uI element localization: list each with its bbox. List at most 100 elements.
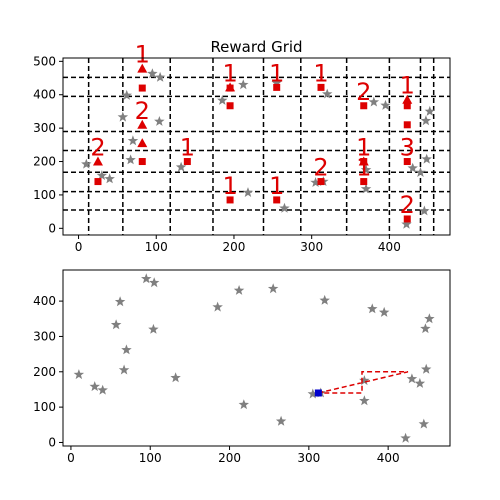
reward-grid-star-marker: [127, 135, 139, 146]
agent-path-star-marker: [267, 283, 279, 294]
reward-square-marker: [403, 102, 411, 110]
reward-grid-plot-area: [63, 58, 450, 235]
reward-grid-axes-frame: [62, 57, 451, 236]
reward-grid-x-tick-label: 0: [75, 240, 83, 254]
reward-square-marker: [403, 158, 411, 166]
agent-path-x-tick-label: 0: [67, 451, 75, 465]
reward-grid-y-tick-label: 300: [33, 121, 56, 135]
agent-marker: [314, 389, 322, 397]
agent-path-star-marker: [89, 381, 100, 392]
reward-grid-x-tick-label: 200: [223, 240, 246, 254]
reward-grid-ticks: 0 100 200 300 400 0 100 200 300 400 500: [33, 54, 401, 254]
agent-path-star-marker: [378, 306, 390, 317]
agent-path-star-marker: [359, 375, 370, 386]
agent-path-panel: 0 100 200 300 400 0 100 200 300 400: [33, 269, 451, 465]
reward-square-marker: [138, 158, 146, 166]
agent-path-star-marker: [406, 373, 418, 384]
reward-square-marker: [183, 158, 191, 166]
agent-path-star-marker: [359, 395, 370, 406]
reward-grid-y-tick-label: 400: [33, 88, 56, 102]
reward-grid-star-marker: [424, 105, 435, 116]
reward-square-marker: [226, 102, 234, 110]
reward-square-marker: [273, 83, 281, 91]
reward-grid-star-marker: [419, 205, 430, 216]
agent-path-star-marker: [421, 363, 432, 374]
agent-path-y-tick-label: 400: [33, 294, 56, 308]
agent-path-star-marker: [307, 388, 318, 399]
agent-path-star-marker: [367, 303, 378, 314]
agent-path-star-marker: [148, 323, 159, 334]
agent-path-x-tick-label: 100: [139, 451, 162, 465]
reward-grid-star-marker: [104, 173, 115, 184]
agent-path-star-marker: [275, 415, 287, 426]
agent-path-star-marker: [418, 418, 430, 429]
reward-grid-lines: [63, 58, 450, 235]
agent-path-line: [318, 371, 409, 394]
agent-path-y-tick-label: 200: [33, 365, 56, 379]
reward-grid-star-marker: [380, 99, 391, 110]
reward-grid-star-marker: [310, 177, 321, 187]
reward-triangle-marker: [225, 82, 236, 92]
reward-grid-star-marker: [407, 162, 418, 173]
agent-path-axes-frame: [62, 269, 451, 447]
reward-grid-star-marker: [421, 153, 432, 164]
agent-path-star-marker: [212, 301, 223, 312]
agent-path-x-tick-label: 200: [218, 451, 241, 465]
agent-path-y-tick-label: 300: [33, 329, 56, 343]
agent-path-star-marker: [97, 384, 108, 395]
agent-path-ticks: 0 100 200 300 400 0 100 200 300 400: [33, 294, 400, 465]
reward-grid-star-marker: [420, 115, 432, 126]
reward-value-label: 2: [90, 134, 105, 162]
reward-square-marker: [360, 178, 368, 186]
reward-grid-y-tick-label: 200: [33, 155, 56, 169]
agent-path-x-tick-label: 300: [297, 451, 320, 465]
agent-path-star-marker: [424, 313, 435, 324]
reward-value-label: 1: [180, 134, 195, 162]
reward-value-label: 1: [400, 72, 415, 100]
reward-value-label: 1: [356, 154, 371, 182]
reward-value-label: 1: [269, 172, 284, 200]
reward-square-marker: [94, 178, 102, 186]
reward-grid-star-marker: [360, 183, 372, 194]
reward-triangle-marker: [137, 63, 148, 73]
reward-grid-star-marker: [117, 111, 129, 122]
reward-triangle-marker: [92, 156, 103, 166]
reward-grid-star-marker: [121, 89, 132, 100]
agent-path-star-marker: [170, 372, 181, 383]
reward-grid-y-tick-label: 0: [48, 221, 56, 235]
agent-path-star-marker: [238, 399, 249, 410]
agent-path-star-marker: [233, 285, 245, 295]
reward-grid-star-marker: [125, 154, 136, 165]
reward-square-marker: [273, 196, 281, 204]
reward-square-marker: [317, 178, 325, 186]
agent-path-star-marker: [118, 364, 130, 375]
reward-value-label: 2: [313, 154, 328, 182]
reward-grid-star-marker: [238, 79, 249, 90]
reward-grid-x-tick-label: 400: [378, 240, 401, 254]
reward-value-label: 2: [135, 97, 150, 125]
agent-path-star-marker: [400, 432, 411, 443]
reward-triangle-marker: [137, 119, 148, 129]
reward-value-label: 2: [356, 78, 371, 106]
reward-value-label: 3: [400, 134, 415, 162]
reward-triangle-marker: [402, 94, 413, 104]
reward-grid-star-marker: [368, 96, 380, 107]
agent-path-star-marker: [319, 294, 330, 305]
agent-path-plot-area: [63, 270, 450, 446]
reward-value-label: 1: [313, 59, 328, 87]
reward-value-label: 2: [400, 191, 415, 219]
reward-grid-star-marker: [271, 77, 282, 88]
agent-path-star-marker: [73, 369, 85, 380]
agent-path-marks: [73, 273, 435, 443]
reward-grid-star-marker: [154, 116, 165, 126]
reward-value-label: 1: [135, 41, 150, 69]
reward-triangle-marker: [358, 156, 369, 166]
agent-path-y-tick-label: 100: [33, 400, 56, 414]
reward-value-label: 1: [222, 172, 237, 200]
reward-grid-star-marker: [96, 170, 108, 180]
reward-grid-star-marker: [81, 158, 92, 169]
reward-grid-star-marker: [415, 167, 426, 177]
reward-square-marker: [138, 84, 146, 92]
